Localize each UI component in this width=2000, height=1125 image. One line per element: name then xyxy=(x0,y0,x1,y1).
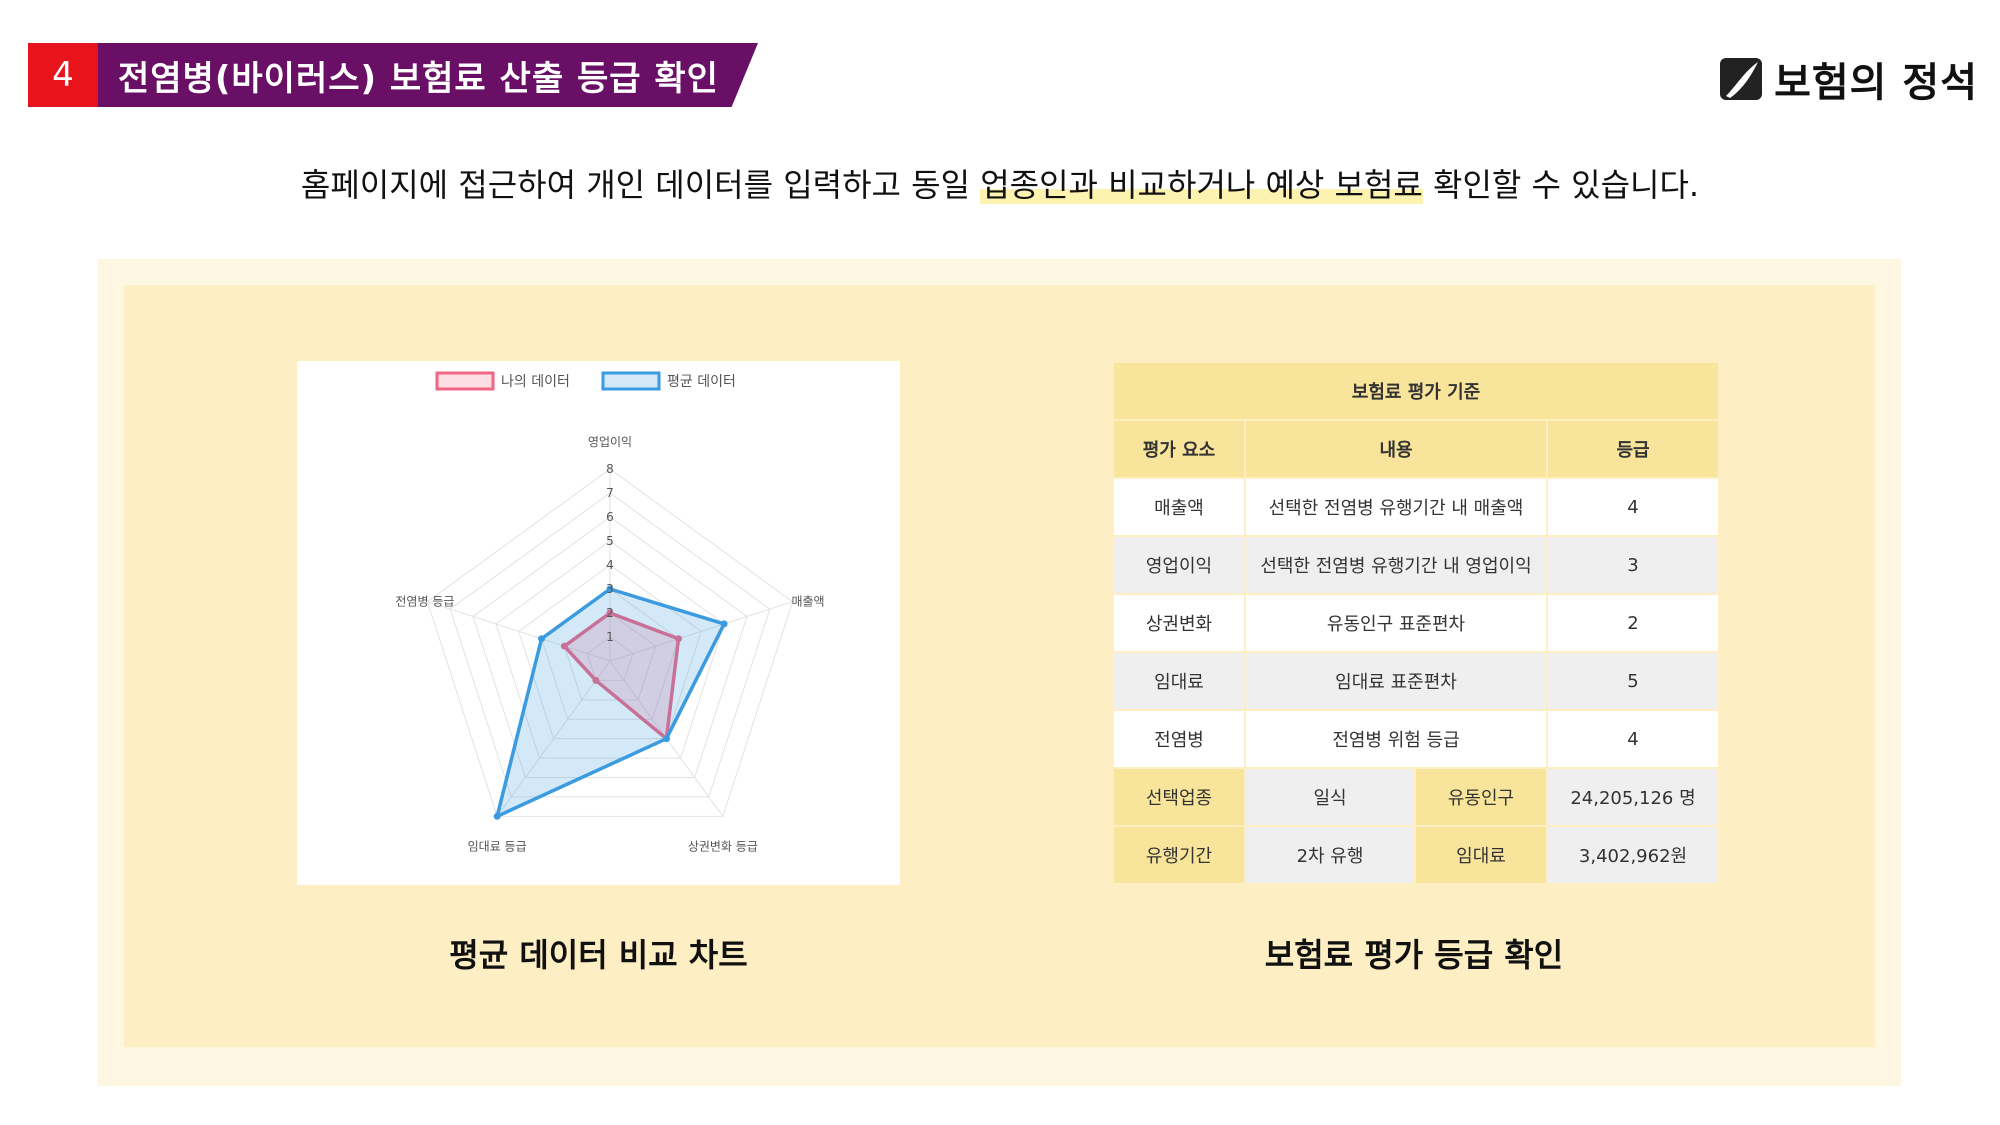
col-header-factor: 평가 요소 xyxy=(1114,421,1244,477)
subtitle-text: 홈페이지에 접근하여 개인 데이터를 입력하고 동일 xyxy=(300,166,981,204)
info-label: 선택업종 xyxy=(1114,769,1244,825)
grid-ring xyxy=(472,516,748,778)
legend-swatch xyxy=(601,371,661,391)
table-header-row: 평가 요소 내용 등급 xyxy=(1114,421,1719,477)
tick-label: 1 xyxy=(606,630,614,644)
tick-label: 5 xyxy=(606,534,614,548)
table-row: 영업이익 선택한 전염병 유행기간 내 영업이익 3 xyxy=(1114,537,1719,593)
data-point xyxy=(538,635,546,643)
grid-spoke xyxy=(609,601,793,662)
legend-label: 나의 데이터 xyxy=(501,374,570,390)
tick-label: 7 xyxy=(606,486,614,500)
info-row: 선택업종 일식 유동인구 24,205,126 명 xyxy=(1114,769,1719,825)
info-row: 유행기간 2차 유행 임대료 3,402,962원 xyxy=(1114,827,1719,883)
subtitle-text-end: 확인할 수 있습니다. xyxy=(1422,166,1700,204)
info-label: 임대료 xyxy=(1416,827,1546,883)
data-point xyxy=(606,609,614,617)
radar-grid xyxy=(426,468,794,817)
row-grade: 2 xyxy=(1548,595,1719,651)
grid-ring xyxy=(426,468,794,817)
row-grade: 5 xyxy=(1548,653,1719,709)
row-factor: 상권변화 xyxy=(1114,595,1244,651)
data-point xyxy=(674,635,682,643)
row-grade: 3 xyxy=(1548,537,1719,593)
logo-text: 보험의 정석 xyxy=(1774,60,1978,106)
data-point xyxy=(720,620,728,628)
evaluation-table: 보험료 평가 기준 평가 요소 내용 등급 매출액 선택한 전염병 유행기간 내… xyxy=(1112,361,1720,885)
table-title-row: 보험료 평가 기준 xyxy=(1114,363,1719,419)
section-number: 4 xyxy=(28,43,98,107)
row-content: 전염병 위험 등급 xyxy=(1246,711,1546,767)
table-title: 보험료 평가 기준 xyxy=(1114,363,1719,419)
grid-ring xyxy=(586,636,634,681)
data-point xyxy=(493,812,501,820)
subtitle-highlight: 업종인과 비교하거나 예상 보험료 xyxy=(980,166,1423,204)
tick-label: 2 xyxy=(606,606,614,620)
axis-label: 영업이익 xyxy=(588,435,632,449)
tick-label: 4 xyxy=(606,558,614,572)
series-area xyxy=(495,587,726,819)
row-factor: 영업이익 xyxy=(1114,537,1244,593)
data-point xyxy=(662,735,670,743)
grid-ring xyxy=(518,564,702,740)
series-area xyxy=(562,611,681,741)
grid-ring xyxy=(495,540,725,759)
table-row: 상권변화 유동인구 표준편차 2 xyxy=(1114,595,1719,651)
page-subtitle: 홈페이지에 접근하여 개인 데이터를 입력하고 동일 업종인과 비교하거나 예상… xyxy=(0,160,2000,206)
info-value: 3,402,962원 xyxy=(1548,827,1719,883)
chart-legend: 나의 데이터 평균 데이터 xyxy=(435,371,736,391)
legend-swatch xyxy=(435,371,495,391)
section-title: 전염병(바이러스) 보험료 산출 등급 확인 xyxy=(118,58,719,99)
info-value: 일식 xyxy=(1246,769,1414,825)
tick-label: 8 xyxy=(606,462,614,476)
axis-label: 임대료 등급 xyxy=(468,839,527,853)
evaluation-table-card: 보험료 평가 기준 평가 요소 내용 등급 매출액 선택한 전염병 유행기간 내… xyxy=(1112,361,1719,885)
grid-spoke xyxy=(496,660,611,817)
axis-label: 상권변화 등급 xyxy=(688,839,758,853)
info-value: 24,205,126 명 xyxy=(1548,769,1719,825)
data-point xyxy=(592,676,600,684)
info-value: 2차 유행 xyxy=(1246,827,1414,883)
row-content: 유동인구 표준편차 xyxy=(1246,595,1546,651)
table-row: 전염병 전염병 위험 등급 4 xyxy=(1114,711,1719,767)
section-title-banner: 전염병(바이러스) 보험료 산출 등급 확인 xyxy=(98,43,758,107)
tick-label: 3 xyxy=(606,582,614,596)
axis-label: 전염병 등급 xyxy=(395,595,454,609)
axis-label: 매출액 xyxy=(791,595,824,609)
row-content: 임대료 표준편차 xyxy=(1246,653,1546,709)
brand-logo: 보험의 정석 xyxy=(1718,50,1978,108)
logo-icon xyxy=(1720,58,1763,100)
row-grade: 4 xyxy=(1548,711,1719,767)
data-point xyxy=(560,642,568,650)
tick-label: 6 xyxy=(606,510,614,524)
col-header-grade: 등급 xyxy=(1548,421,1719,477)
row-factor: 전염병 xyxy=(1114,711,1244,767)
row-factor: 임대료 xyxy=(1114,653,1244,709)
info-label: 유동인구 xyxy=(1416,769,1546,825)
radar-series xyxy=(493,585,728,820)
grid-ring xyxy=(449,492,771,798)
info-label: 유행기간 xyxy=(1114,827,1244,883)
chart-caption: 평균 데이터 비교 차트 xyxy=(449,936,748,974)
data-point xyxy=(606,585,614,593)
table-caption: 보험료 평가 등급 확인 xyxy=(1264,936,1564,974)
row-grade: 4 xyxy=(1548,479,1719,535)
row-content: 선택한 전염병 유행기간 내 영업이익 xyxy=(1246,537,1546,593)
table-row: 매출액 선택한 전염병 유행기간 내 매출액 4 xyxy=(1114,479,1719,535)
col-header-content: 내용 xyxy=(1246,421,1546,477)
legend-label: 평균 데이터 xyxy=(667,374,736,390)
row-content: 선택한 전염병 유행기간 내 매출액 xyxy=(1246,479,1546,535)
row-factor: 매출액 xyxy=(1114,479,1244,535)
grid-spoke xyxy=(427,601,611,662)
radar-tick-labels: 1 2 3 4 5 6 7 8 xyxy=(606,462,614,644)
table-row: 임대료 임대료 표준편차 5 xyxy=(1114,653,1719,709)
